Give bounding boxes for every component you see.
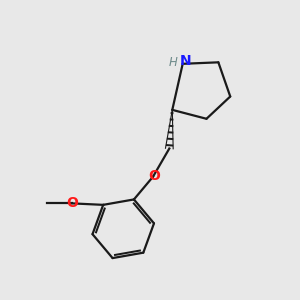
Text: H: H [169, 56, 178, 69]
Text: O: O [148, 169, 160, 183]
Text: O: O [66, 196, 78, 210]
Text: N: N [180, 54, 191, 68]
